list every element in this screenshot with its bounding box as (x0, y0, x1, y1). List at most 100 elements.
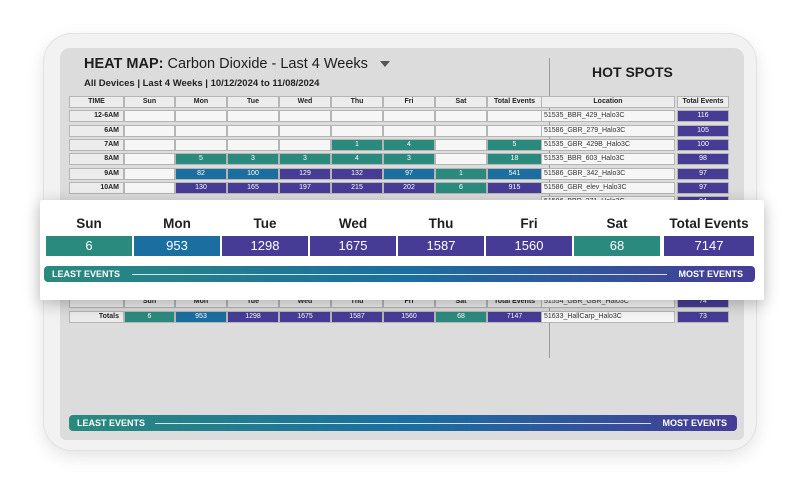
chevron-down-icon[interactable] (379, 61, 390, 68)
total-cell: 1560 (383, 310, 435, 323)
heat-cell[interactable]: 6 (435, 181, 487, 194)
heat-cell[interactable] (227, 124, 279, 137)
heat-cell[interactable]: 3 (227, 153, 279, 166)
hotspot-row: 51633_HallCarp_Halo3C 73 (541, 310, 729, 323)
heat-cell[interactable] (383, 110, 435, 123)
hotspot-total: 116 (677, 110, 729, 123)
heat-cell[interactable]: 197 (279, 181, 331, 194)
heat-cell[interactable] (227, 138, 279, 151)
hotspots-title: HOT SPOTS (592, 64, 673, 80)
popup-day-header: Mon (163, 216, 191, 231)
column-header: Mon (175, 96, 227, 108)
time-label: 7AM (69, 138, 124, 151)
totals-row: Totals 6 953 1298 1675 1587 1560 68 7147 (69, 310, 729, 323)
time-label: 6AM (69, 124, 124, 137)
totals-label: Totals (69, 310, 124, 323)
heat-cell[interactable] (331, 124, 383, 137)
heat-cell[interactable] (175, 124, 227, 137)
heatmap-row: 8AM 5 3 3 4 3 18 (69, 153, 729, 166)
heat-cell[interactable] (279, 124, 331, 137)
hotspot-location[interactable]: 51586_GBR_279_Halo3C (541, 124, 675, 137)
hotspots-location-header: Location (541, 96, 675, 108)
hotspots-total-header: Total Events (677, 96, 729, 108)
total-cell: 7147 (487, 310, 542, 323)
heat-cell[interactable]: 1 (331, 138, 383, 151)
column-header: Sat (435, 96, 487, 108)
heat-cell[interactable] (331, 110, 383, 123)
hotspot-total: 105 (677, 124, 729, 137)
heat-cell[interactable]: 130 (175, 181, 227, 194)
heat-cell[interactable] (279, 138, 331, 151)
heat-cell[interactable]: 3 (279, 153, 331, 166)
heat-cell[interactable] (124, 153, 175, 166)
heat-cell[interactable] (124, 110, 175, 123)
heat-cell[interactable]: 100 (227, 167, 279, 180)
total-cell: 1675 (279, 310, 331, 323)
heat-cell[interactable]: 4 (383, 138, 435, 151)
time-label: 9AM (69, 167, 124, 180)
popup-legend-most-label: MOST EVENTS (678, 269, 743, 279)
heat-cell[interactable] (124, 167, 175, 180)
hotspot-total: 97 (677, 167, 729, 180)
heatmap-row: 6AM (69, 124, 729, 137)
total-cell: 1587 (331, 310, 383, 323)
time-label: 8AM (69, 153, 124, 166)
heat-cell[interactable] (279, 110, 331, 123)
heat-cell[interactable]: 132 (331, 167, 383, 180)
popup-legend-bar: LEAST EVENTS MOST EVENTS (44, 266, 755, 282)
time-label: 12-6AM (69, 110, 124, 123)
heat-cell[interactable] (175, 110, 227, 123)
legend-bar: LEAST EVENTS MOST EVENTS (69, 415, 737, 431)
hotspot-location[interactable]: 51535_GBR_429B_Halo3C (541, 138, 675, 151)
legend-most-label: MOST EVENTS (662, 418, 727, 428)
heat-cell[interactable]: 129 (279, 167, 331, 180)
heat-cell[interactable] (124, 124, 175, 137)
heat-cell[interactable] (175, 138, 227, 151)
heat-cell[interactable]: 5 (175, 153, 227, 166)
heat-cell[interactable]: 165 (227, 181, 279, 194)
heat-cell[interactable]: 1 (435, 167, 487, 180)
heat-cell[interactable]: 3 (383, 153, 435, 166)
row-total-cell: 541 (487, 167, 542, 180)
heat-cell[interactable]: 4 (331, 153, 383, 166)
popup-day-total: 6 (46, 236, 132, 256)
heat-cell[interactable]: 82 (175, 167, 227, 180)
heat-cell[interactable] (435, 138, 487, 151)
total-cell: 1298 (227, 310, 279, 323)
heat-cell[interactable] (124, 138, 175, 151)
time-label: 10AM (69, 181, 124, 194)
heat-cell[interactable] (435, 124, 487, 137)
legend-least-label: LEAST EVENTS (77, 418, 146, 428)
heat-cell[interactable] (435, 153, 487, 166)
hotspot-row: 51535_GBR_429B_Halo3C 100 (541, 138, 729, 151)
row-total-cell: 18 (487, 153, 542, 166)
heatmap-row: 9AM 82 100 129 132 97 1 541 (69, 167, 729, 180)
popup-day-header: Thu (428, 216, 454, 231)
heat-cell[interactable]: 215 (331, 181, 383, 194)
column-header: Wed (279, 96, 331, 108)
heat-cell[interactable]: 97 (383, 167, 435, 180)
row-total-cell (487, 110, 542, 123)
day-totals-popup: LEAST EVENTS MOST EVENTS Sun Mon Tue Wed Thu… (40, 200, 764, 300)
total-cell: 6 (124, 310, 175, 323)
heat-cell[interactable] (124, 181, 175, 194)
heatmap-title[interactable]: HEAT MAP: Carbon Dioxide - Last 4 Weeks (84, 56, 390, 72)
popup-day-header: Total Events (669, 216, 749, 231)
hotspot-total: 73 (677, 310, 729, 323)
column-header: TIME (69, 96, 124, 108)
heat-cell[interactable] (435, 110, 487, 123)
heat-cell[interactable] (227, 110, 279, 123)
column-header: Sun (124, 96, 175, 108)
column-header: Tue (227, 96, 279, 108)
heatmap-header-row: TIME Sun Mon Tue Wed Thu Fri Sat Total Events Loc… (69, 96, 729, 108)
hotspot-location[interactable]: 51586_GBR_elev_Halo3C (541, 181, 675, 194)
hotspot-total: 98 (677, 153, 729, 166)
popup-day-header: Fri (520, 216, 538, 231)
heat-cell[interactable]: 202 (383, 181, 435, 194)
row-total-cell: 5 (487, 138, 542, 151)
total-cell: 953 (175, 310, 227, 323)
heat-cell[interactable] (383, 124, 435, 137)
popup-day-header: Sun (76, 216, 102, 231)
hotspot-row: 51586_GBR_279_Halo3C 105 (541, 124, 729, 137)
popup-day-total: 68 (574, 236, 660, 256)
